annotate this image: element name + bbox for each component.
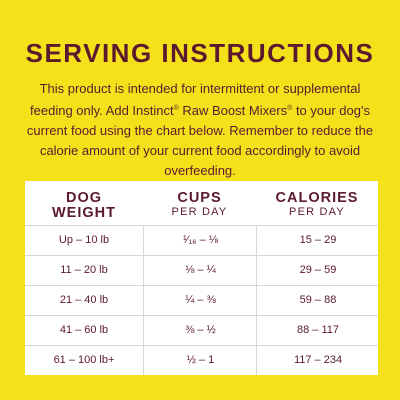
cell-cups: ½ – 1 <box>143 346 257 375</box>
header-calories: CALORIES PER DAY <box>256 190 378 219</box>
cell-calories: 29 – 59 <box>256 256 379 285</box>
cell-calories: 15 – 29 <box>256 226 379 255</box>
cell-calories: 117 – 234 <box>256 346 379 375</box>
page-title: SERVING INSTRUCTIONS <box>25 38 375 68</box>
table-row: 41 – 60 lb ⅜ – ½ 88 – 117 <box>25 315 378 345</box>
cell-cups: ⅛ – ¼ <box>143 256 257 285</box>
header-label: WEIGHT <box>52 205 116 221</box>
cell-calories: 88 – 117 <box>256 316 379 345</box>
registered-mark: ® <box>173 105 179 112</box>
header-cups: CUPS PER DAY <box>143 190 256 219</box>
table-row: 21 – 40 lb ¼ – ⅜ 59 – 88 <box>25 285 378 315</box>
header-sublabel: PER DAY <box>289 206 345 218</box>
header-dog-weight: DOG WEIGHT <box>25 191 143 221</box>
table-header: DOG WEIGHT CUPS PER DAY CALORIES PER DAY <box>25 181 378 224</box>
cell-cups: ¹⁄₁₆ – ⅛ <box>143 226 257 255</box>
cell-weight: 11 – 20 lb <box>60 264 108 276</box>
header-label: CALORIES <box>275 190 359 206</box>
cell-cups: ¼ – ⅜ <box>143 286 257 315</box>
intro-paragraph: This product is intended for intermitten… <box>18 79 382 181</box>
table-row: Up – 10 lb ¹⁄₁₆ – ⅛ 15 – 29 <box>25 225 378 255</box>
intro-text-2: Raw Boost Mixers <box>178 103 288 118</box>
header-sublabel: PER DAY <box>171 206 228 218</box>
intro-text-1: This product is intended for intermitten… <box>30 81 361 118</box>
registered-mark: ® <box>287 105 293 112</box>
cell-weight: 41 – 60 lb <box>59 324 109 336</box>
serving-table: DOG WEIGHT CUPS PER DAY CALORIES PER DAY… <box>25 181 378 375</box>
cell-calories: 59 – 88 <box>256 286 379 315</box>
header-label: CUPS <box>177 190 222 206</box>
header-label: DOG <box>65 190 103 206</box>
cell-weight: 61 – 100 lb+ <box>53 354 115 366</box>
cell-cups: ⅜ – ½ <box>143 316 257 345</box>
intro-text-3: to your dog's current food using the cha… <box>26 103 374 178</box>
table-row: 61 – 100 lb+ ½ – 1 117 – 234 <box>25 345 378 375</box>
cell-weight: 21 – 40 lb <box>59 294 109 306</box>
cell-weight: Up – 10 lb <box>58 234 110 246</box>
table-row: 11 – 20 lb ⅛ – ¼ 29 – 59 <box>25 255 378 285</box>
